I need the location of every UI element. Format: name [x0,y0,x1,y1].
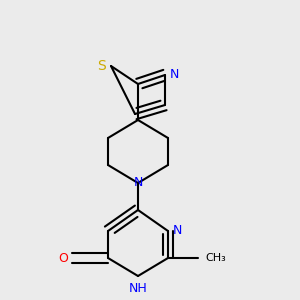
Text: S: S [98,59,106,73]
Text: O: O [58,251,68,265]
Text: NH: NH [129,281,147,295]
Text: N: N [133,176,143,190]
Text: N: N [172,224,182,238]
Text: CH₃: CH₃ [206,253,226,263]
Text: N: N [169,68,179,82]
